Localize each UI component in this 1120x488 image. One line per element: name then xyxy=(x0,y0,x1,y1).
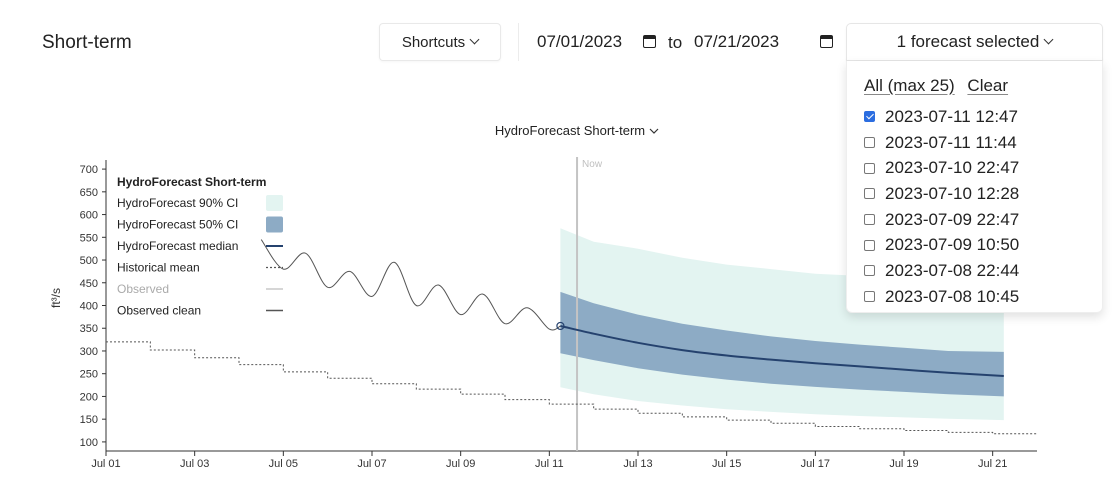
date-to-input[interactable]: 07/21/2023 xyxy=(690,23,840,61)
shortcuts-label: Shortcuts xyxy=(401,33,466,51)
x-tick-label: Jul 05 xyxy=(269,458,298,470)
median-line xyxy=(560,325,1004,377)
legend-entry: HydroForecast 50% CI xyxy=(117,218,238,232)
y-tick-label: 100 xyxy=(80,437,98,449)
x-tick-label: Jul 17 xyxy=(801,458,830,470)
forecast-option[interactable]: 2023-07-11 12:47 xyxy=(864,104,1019,130)
checkbox[interactable] xyxy=(864,137,875,149)
select-all-link[interactable]: All (max 25) xyxy=(864,76,955,95)
checkbox[interactable] xyxy=(864,214,875,226)
y-tick-label: 400 xyxy=(80,301,98,313)
y-tick-label: 150 xyxy=(80,414,98,426)
forecast-option-label: 2023-07-09 22:47 xyxy=(885,209,1020,229)
y-tick-label: 200 xyxy=(80,391,98,403)
dropdown-actions: All (max 25) Clear xyxy=(864,76,1016,96)
forecast-option-label: 2023-07-08 22:44 xyxy=(885,260,1020,280)
forecast-option-label: 2023-07-11 12:47 xyxy=(885,106,1018,126)
axes-layer: 100 150 200 250 300 350 400 450 500 550 600 650 700 J… xyxy=(49,157,1037,470)
x-tick-label: Jul 01 xyxy=(91,458,120,470)
forecast-option-label: 2023-07-10 12:28 xyxy=(885,183,1020,203)
legend-entry: Observed xyxy=(117,282,169,296)
ci50-layer xyxy=(560,291,1004,397)
forecast-selector-label: 1 forecast selected xyxy=(896,32,1040,51)
forecast-list: 2023-07-11 12:47 2023-07-11 11:44 2023-07-… xyxy=(864,104,1019,310)
y-tick-label: 500 xyxy=(80,255,98,267)
x-tick-label: Jul 09 xyxy=(446,458,475,470)
forecast-option[interactable]: 2023-07-08 10:45 xyxy=(864,284,1019,310)
checkbox[interactable] xyxy=(864,265,875,277)
y-tick-label: 700 xyxy=(80,164,98,176)
forecast-option[interactable]: 2023-07-10 22:47 xyxy=(864,155,1019,181)
checkbox[interactable] xyxy=(864,162,875,174)
historical-mean-line xyxy=(106,341,1038,435)
forecast-dropdown: All (max 25) Clear 2023-07-11 12:47 2023-… xyxy=(846,61,1103,313)
date-from-value: 07/01/2023 xyxy=(537,32,623,51)
y-tick-label: 550 xyxy=(80,232,98,244)
checkbox[interactable] xyxy=(864,239,875,251)
chart-title-chevron-icon[interactable] xyxy=(649,128,659,134)
legend-title: HydroForecast Short-term xyxy=(117,175,266,189)
forecast-option[interactable]: 2023-07-10 12:28 xyxy=(864,181,1019,207)
x-tick-label: Jul 15 xyxy=(712,458,741,470)
forecast-option-label: 2023-07-09 10:50 xyxy=(885,235,1020,255)
y-axis-label: ft³/s xyxy=(49,288,63,308)
forecast-start-marker xyxy=(556,321,565,331)
x-tick-label: Jul 19 xyxy=(889,458,918,470)
forecast-option[interactable]: 2023-07-08 22:44 xyxy=(864,258,1019,284)
legend-swatch xyxy=(266,195,283,211)
page-title: Short-term xyxy=(42,32,132,53)
forecast-option[interactable]: 2023-07-11 11:44 xyxy=(864,130,1019,156)
x-tick-label: Jul 11 xyxy=(535,458,564,470)
ci50-band xyxy=(560,291,1004,397)
y-tick-label: 250 xyxy=(80,369,98,381)
x-tick-label: Jul 07 xyxy=(357,458,386,470)
forecast-option-label: 2023-07-10 22:47 xyxy=(885,158,1020,178)
date-from-input[interactable]: 07/01/2023 xyxy=(518,23,668,61)
y-tick-label: 300 xyxy=(80,346,98,358)
calendar-icon[interactable] xyxy=(820,35,833,48)
forecast-option[interactable]: 2023-07-09 22:47 xyxy=(864,207,1019,233)
checkbox[interactable] xyxy=(864,111,875,123)
forecast-selector-button[interactable]: 1 forecast selected xyxy=(846,23,1103,61)
observed-clean-line xyxy=(260,239,561,331)
y-tick-label: 450 xyxy=(80,278,98,290)
legend-swatch xyxy=(266,216,283,233)
legend-entry: HydroForecast 90% CI xyxy=(117,196,238,210)
chart-title[interactable]: HydroForecast Short-term xyxy=(495,123,645,138)
checkbox[interactable] xyxy=(864,188,875,200)
y-tick-label: 650 xyxy=(80,187,98,199)
legend-entry: HydroForecast median xyxy=(117,239,238,253)
lines-layer xyxy=(106,239,1038,435)
chevron-down-icon xyxy=(1043,34,1054,45)
x-tick-label: Jul 13 xyxy=(623,458,652,470)
clear-link[interactable]: Clear xyxy=(967,76,1009,95)
legend-layer: HydroForecast Short-term HydroForecast 90… xyxy=(117,175,283,318)
calendar-icon[interactable] xyxy=(643,35,656,48)
legend-entry: Observed clean xyxy=(117,304,201,318)
forecast-option-label: 2023-07-08 10:45 xyxy=(885,286,1020,306)
shortcuts-button[interactable]: Shortcuts xyxy=(379,23,501,61)
legend-entry: Historical mean xyxy=(117,261,200,275)
y-tick-label: 600 xyxy=(80,210,98,222)
x-tick-label: Jul 21 xyxy=(978,458,1007,470)
forecast-option[interactable]: 2023-07-09 10:50 xyxy=(864,232,1019,258)
now-label: Now xyxy=(582,159,603,170)
date-range-separator: to xyxy=(668,33,683,52)
checkbox[interactable] xyxy=(864,291,875,303)
x-tick-label: Jul 03 xyxy=(180,458,209,470)
y-tick-label: 350 xyxy=(80,323,98,335)
date-to-value: 07/21/2023 xyxy=(694,32,780,51)
forecast-option-label: 2023-07-11 11:44 xyxy=(885,132,1017,152)
